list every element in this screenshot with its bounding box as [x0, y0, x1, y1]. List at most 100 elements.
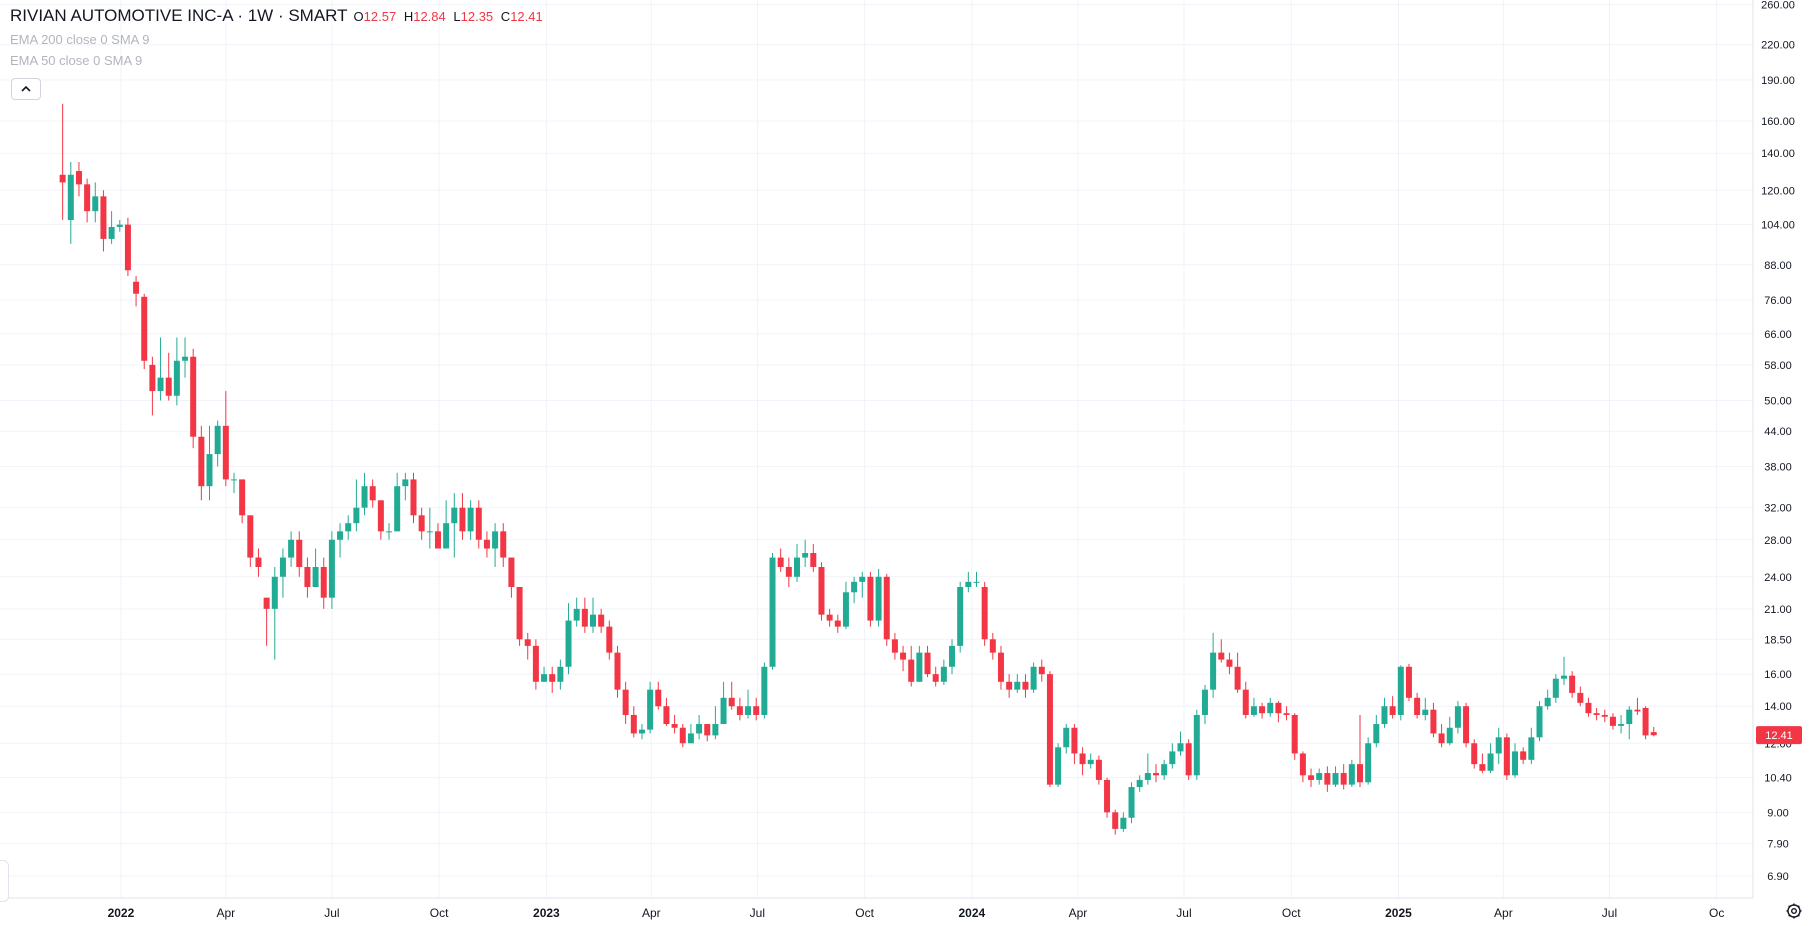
- candle-body: [467, 507, 474, 532]
- candle: [1618, 714, 1625, 734]
- candle: [810, 544, 817, 572]
- candle-body: [614, 652, 621, 690]
- time-tick-label: Apr: [1069, 906, 1088, 920]
- candle: [1405, 663, 1412, 702]
- gear-icon[interactable]: [1785, 902, 1803, 920]
- candle-body: [1030, 666, 1037, 690]
- candle: [1569, 671, 1576, 698]
- candle: [59, 103, 66, 221]
- price-axis[interactable]: 260.00 220.00 190.00 160.00 140.00 120.00 104.…: [1761, 0, 1795, 883]
- candle: [263, 597, 270, 646]
- candle: [1210, 632, 1217, 698]
- candle-body: [745, 706, 752, 715]
- collapse-legend-button[interactable]: [11, 78, 41, 100]
- candle: [312, 548, 319, 588]
- price-tick-label: 9.00: [1767, 807, 1788, 819]
- candle: [1193, 709, 1200, 780]
- candle-body: [736, 706, 743, 715]
- candle: [377, 500, 384, 540]
- candle: [1112, 809, 1119, 835]
- candle-body: [198, 436, 205, 487]
- time-axis[interactable]: 2022 Apr Jul Oct 2023 Apr Jul Oct 2024 Apr Jul Oct 2…: [108, 906, 1725, 920]
- candle: [1022, 674, 1029, 698]
- candle: [851, 576, 858, 604]
- candle-body: [1650, 732, 1657, 736]
- candle-body: [1438, 733, 1445, 744]
- indicator-ema-200[interactable]: EMA 200 close 0 SMA 9: [10, 32, 150, 47]
- candle-body: [842, 592, 849, 627]
- candle: [1397, 665, 1404, 721]
- candle-body: [108, 226, 115, 239]
- candle: [345, 515, 352, 540]
- symbol-title[interactable]: RIVIAN AUTOMOTIVE INC-A · 1W · SMART: [10, 6, 348, 25]
- candle-body: [279, 557, 286, 577]
- candle-body: [141, 296, 148, 361]
- candle-body: [1169, 751, 1176, 765]
- candle-body: [981, 587, 988, 640]
- candle: [271, 566, 278, 660]
- candle-body: [728, 697, 735, 707]
- candle-body: [851, 581, 858, 593]
- candle: [1463, 702, 1470, 748]
- candle: [410, 472, 417, 524]
- candle-body: [924, 652, 931, 675]
- last-price-marker: 12.41: [1756, 726, 1802, 745]
- candle-body: [696, 724, 703, 734]
- candle: [84, 178, 91, 223]
- candle-body: [900, 652, 907, 660]
- high-label: H: [403, 9, 414, 24]
- candle: [279, 548, 286, 598]
- candle-body: [75, 171, 82, 185]
- open-value: 12.57: [363, 9, 397, 24]
- candle-body: [271, 576, 278, 609]
- candle-body: [1618, 724, 1625, 726]
- candle-body: [671, 724, 678, 728]
- candle: [1087, 753, 1094, 769]
- candle-body: [133, 281, 140, 294]
- candle: [761, 662, 768, 719]
- candle: [214, 420, 221, 467]
- candle-body: [1585, 702, 1592, 714]
- candle: [1373, 714, 1380, 748]
- candle: [908, 645, 915, 687]
- last-price-label-bg: [1756, 726, 1802, 745]
- indicator-ema-50[interactable]: EMA 50 close 0 SMA 9: [10, 53, 143, 68]
- candle-body: [426, 531, 433, 533]
- candle: [753, 697, 760, 721]
- candle-body: [508, 557, 515, 588]
- candle-body: [1560, 675, 1567, 679]
- candle-body: [638, 729, 645, 734]
- candle-body: [1414, 697, 1421, 715]
- candle: [75, 161, 82, 197]
- candle: [777, 548, 784, 572]
- candle-body: [598, 614, 605, 627]
- candle-body: [524, 639, 531, 646]
- candle-body: [337, 531, 344, 540]
- candle-body: [1201, 689, 1208, 715]
- price-tick-label: 140.00: [1761, 148, 1795, 160]
- candle-body: [451, 507, 458, 524]
- candle: [1071, 724, 1078, 765]
- candle-body: [1234, 666, 1241, 690]
- candle-body: [1095, 759, 1102, 780]
- price-tick-label: 104.00: [1761, 220, 1795, 232]
- candle: [1601, 709, 1608, 723]
- candle-body: [1079, 753, 1086, 765]
- candle: [965, 571, 972, 593]
- candle-body: [1479, 764, 1486, 771]
- candle-body: [1120, 817, 1127, 829]
- candle-body: [973, 581, 980, 583]
- candle: [900, 645, 907, 672]
- candle-body: [1161, 764, 1168, 776]
- time-tick-label: Apr: [642, 906, 661, 920]
- candle-body: [883, 576, 890, 640]
- price-tick-label: 260.00: [1761, 0, 1795, 12]
- candle-body: [867, 576, 874, 621]
- candle: [1144, 753, 1151, 785]
- candle: [296, 531, 303, 577]
- candle: [1291, 713, 1298, 760]
- candle-body: [67, 174, 74, 221]
- side-panel-handle[interactable]: [0, 860, 9, 902]
- candle: [1495, 727, 1502, 765]
